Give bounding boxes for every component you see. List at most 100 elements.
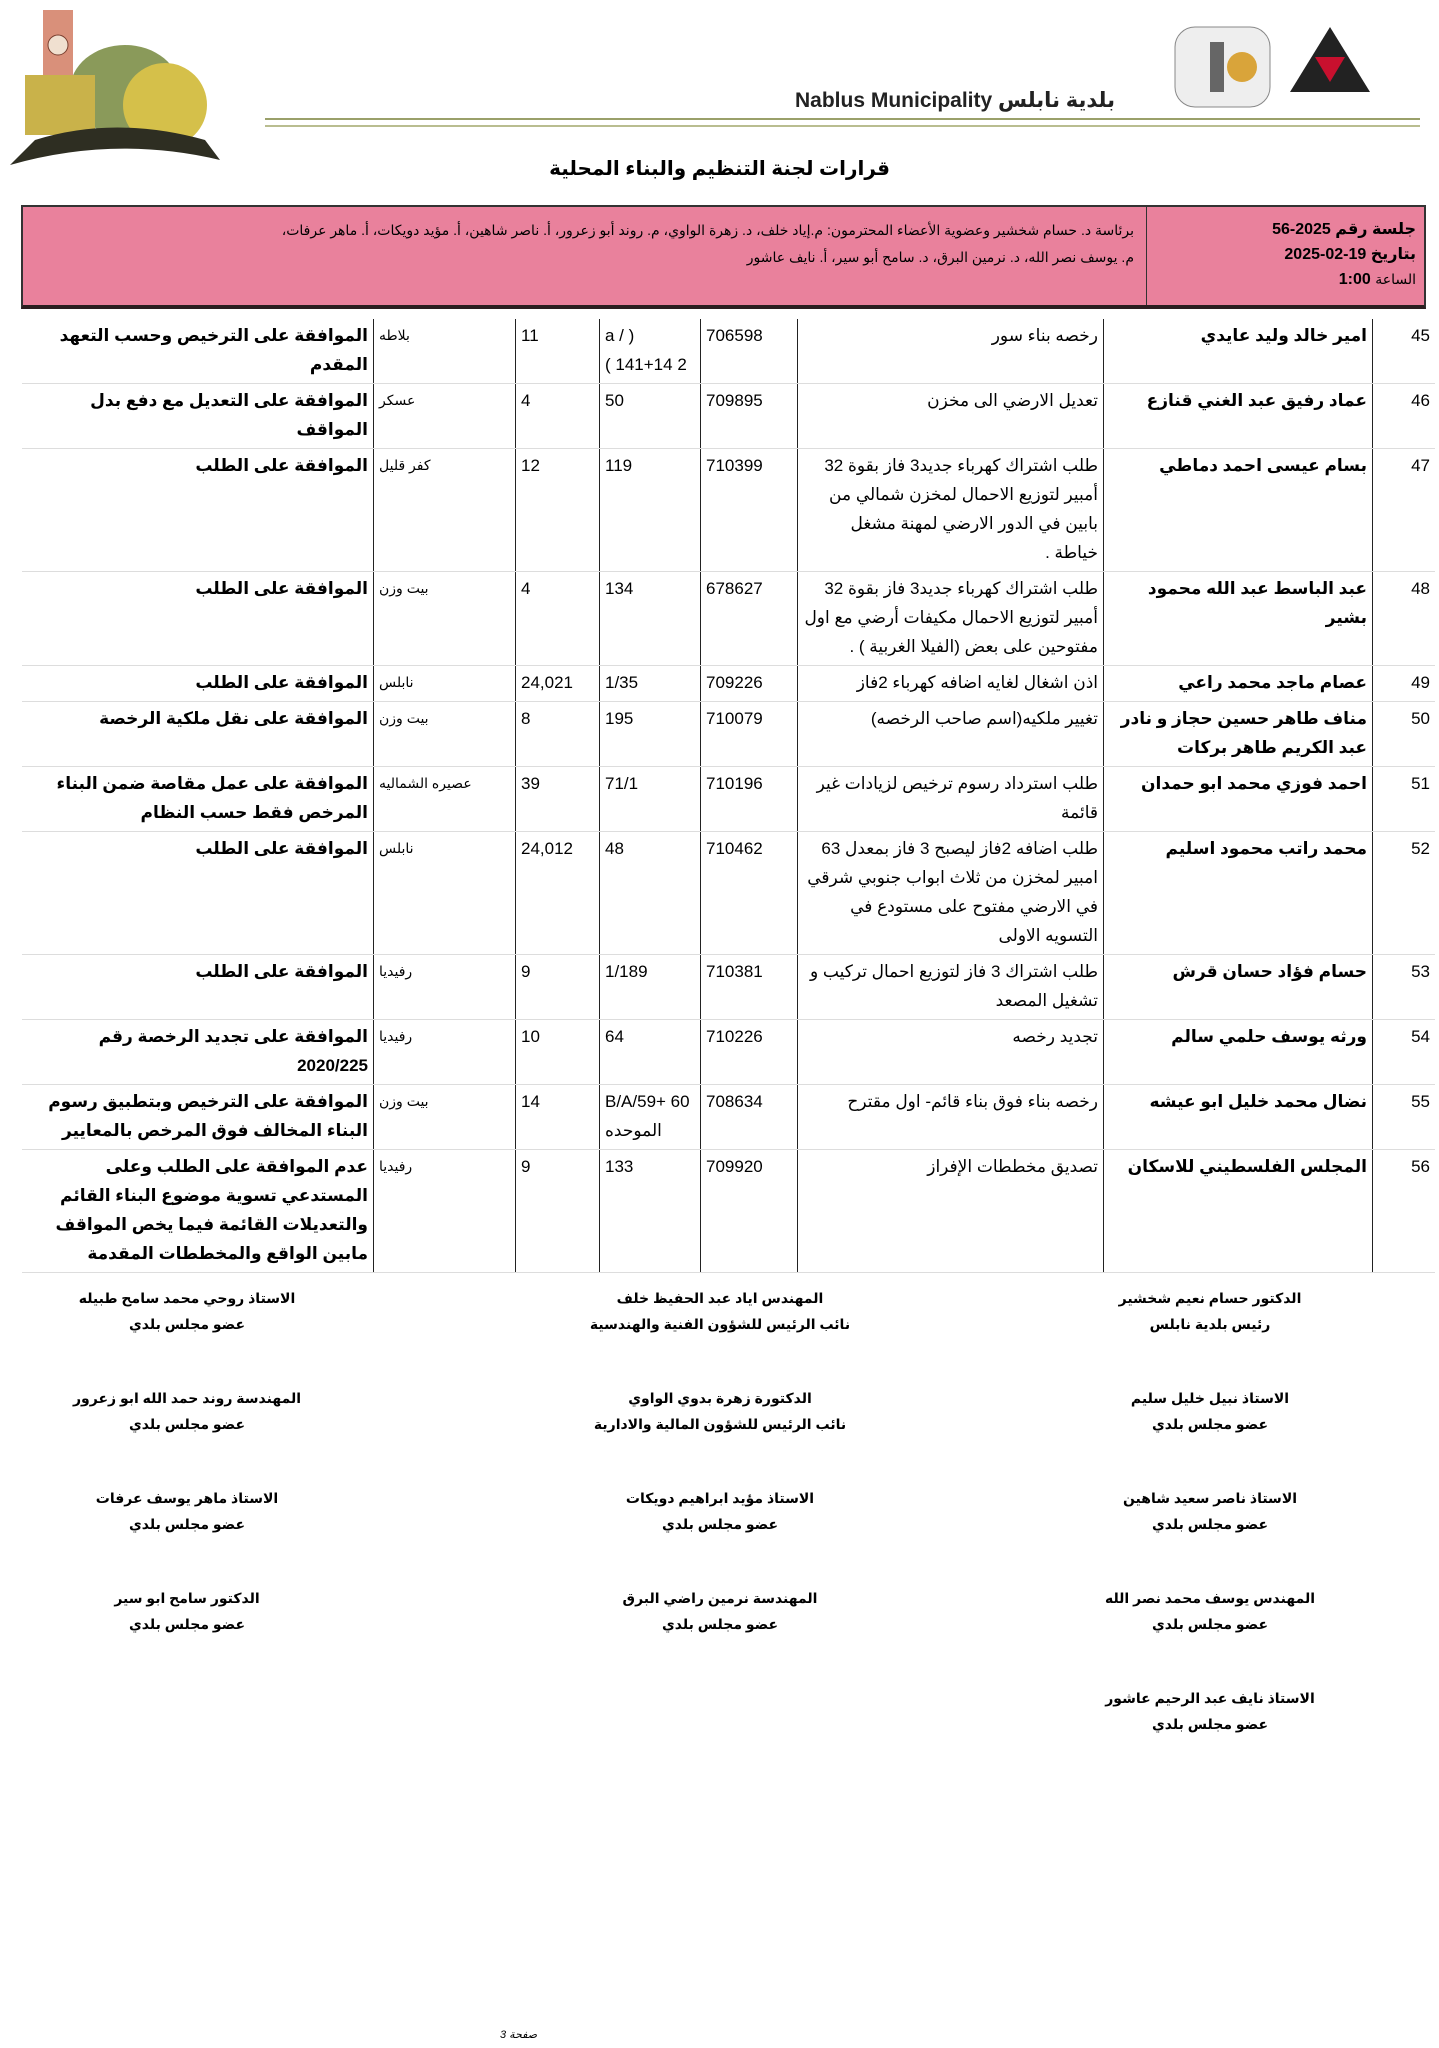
applicant-name: عبد الباسط عبد الله محمود بشير — [1103, 571, 1373, 666]
table-row: 56 المجلس الفلسطيني للاسكان تصديق مخططات ا… — [22, 1149, 1435, 1273]
signatory-role: عضو مجلس بلدي — [128, 1616, 246, 1632]
file-number: 710196 — [700, 766, 798, 832]
row-number: 53 — [1372, 954, 1435, 1020]
brand-text: بلدية نابلس Nablus Municipality — [795, 89, 1115, 112]
row-number: 56 — [1372, 1149, 1435, 1273]
request-description: تغيير ملكيه(اسم صاحب الرخصه) — [797, 701, 1104, 767]
signatory-name: الاستاذ نايف عبد الرحيم عاشور — [1105, 1690, 1315, 1706]
session-info-box: جلسة رقم 2025-56 بتاريخ 19-02-2025 الساع… — [21, 205, 1426, 309]
parcel-number: B/A/59+ 60 الموحده — [599, 1084, 701, 1150]
area-name: بيت وزن — [373, 701, 516, 767]
area-name: رفيديا — [373, 1019, 516, 1085]
decision: الموافقة على الترخيص وحسب التعهد المقدم — [22, 319, 374, 384]
request-description: اذن اشغال لغايه اضافه كهرباء 2فاز — [797, 665, 1104, 702]
decision: الموافقة على الطلب — [22, 448, 374, 572]
session-time: الساعة 1:00 — [1338, 271, 1416, 288]
signature-block: المهندسة نرمين راضي البرق عضو مجلس بلدي — [540, 1585, 900, 1637]
area-name: كفر قليل — [373, 448, 516, 572]
table-row: 54 ورثه يوسف حلمي سالم تجديد رخصه 710226 64 1… — [22, 1019, 1435, 1085]
decision: الموافقة على الطلب — [22, 665, 374, 702]
basin-number: 9 — [515, 954, 600, 1020]
table-row: 51 احمد فوزي محمد ابو حمدان طلب استرداد رس… — [22, 766, 1435, 832]
applicant-name: ورثه يوسف حلمي سالم — [1103, 1019, 1373, 1085]
applicant-name: احمد فوزي محمد ابو حمدان — [1103, 766, 1373, 832]
request-description: تعديل الارضي الى مخزن — [797, 383, 1104, 449]
signatory-name: المهندسة نرمين راضي البرق — [622, 1590, 818, 1606]
row-number: 48 — [1372, 571, 1435, 666]
basin-number: 39 — [515, 766, 600, 832]
table-row: 50 مناف طاهر حسين حجاز و نادر عبد الكريم … — [22, 701, 1435, 767]
decision: الموافقة على الطلب — [22, 571, 374, 666]
file-number: 709895 — [700, 383, 798, 449]
applicant-name: محمد راتب محمود اسليم — [1103, 831, 1373, 955]
area-name: نابلس — [373, 665, 516, 702]
signature-block: المهندس يوسف محمد نصر الله عضو مجلس بلدي — [1030, 1585, 1390, 1637]
area-name: بيت وزن — [373, 571, 516, 666]
decision: الموافقة على عمل مقاصة ضمن البناء المرخص… — [22, 766, 374, 832]
applicant-name: حسام فؤاد حسان قرش — [1103, 954, 1373, 1020]
session-details: جلسة رقم 2025-56 بتاريخ 19-02-2025 الساع… — [1146, 207, 1424, 305]
signatory-role: نائب الرئيس للشؤون المالية والادارية — [593, 1416, 847, 1432]
request-description: طلب اشتراك 3 فاز لتوزيع احمال تركيب و تش… — [797, 954, 1104, 1020]
basin-number: 4 — [515, 383, 600, 449]
file-number: 709920 — [700, 1149, 798, 1273]
signatory-role: عضو مجلس بلدي — [128, 1416, 246, 1432]
parcel-number: 71/1 — [599, 766, 701, 832]
session-number: جلسة رقم 2025-56 — [1272, 221, 1416, 238]
signatory-role: عضو مجلس بلدي — [128, 1516, 246, 1532]
table-row: 53 حسام فؤاد حسان قرش طلب اشتراك 3 فاز لتو… — [22, 954, 1435, 1020]
signature-block: الدكتورة زهرة بدوي الواوي نائب الرئيس للش… — [540, 1385, 900, 1437]
applicant-name: مناف طاهر حسين حجاز و نادر عبد الكريم طا… — [1103, 701, 1373, 767]
signatory-role: عضو مجلس بلدي — [661, 1516, 779, 1532]
decision: الموافقة على الطلب — [22, 954, 374, 1020]
table-row: 45 امير خالد وليد عايدي رخصه بناء سور 70659… — [22, 319, 1435, 384]
signature-block: الدكتور حسام نعيم شخشير رئيس بلدية نابلس — [1030, 1285, 1390, 1337]
page-number: صفحة 3 — [500, 2029, 538, 2041]
signatory-name: الاستاذ ماهر يوسف عرفات — [95, 1490, 279, 1506]
nablus-150-logo — [10, 10, 220, 165]
row-number: 51 — [1372, 766, 1435, 832]
decision: الموافقة على تجديد الرخصة رقم 2020/225 — [22, 1019, 374, 1085]
table-row: 46 عماد رفيق عبد الغني قنازع تعديل الارضي … — [22, 383, 1435, 449]
signatory-role: عضو مجلس بلدي — [1151, 1516, 1269, 1532]
signatory-name: الاستاذ ناصر سعيد شاهين — [1122, 1490, 1298, 1506]
basin-number: 12 — [515, 448, 600, 572]
table-row: 55 نضال محمد خليل ابو عيشه رخصه بناء فوق ب… — [22, 1084, 1435, 1150]
applicant-name: بسام عيسى احمد دماطي — [1103, 448, 1373, 572]
signature-block: الدكتور سامح ابو سير عضو مجلس بلدي — [7, 1585, 367, 1637]
parcel-number: 50 — [599, 383, 701, 449]
applicant-name: عماد رفيق عبد الغني قنازع — [1103, 383, 1373, 449]
table-row: 48 عبد الباسط عبد الله محمود بشير طلب اشتر… — [22, 571, 1435, 666]
area-name: نابلس — [373, 831, 516, 955]
basin-number: 8 — [515, 701, 600, 767]
file-number: 710079 — [700, 701, 798, 767]
row-number: 47 — [1372, 448, 1435, 572]
members-line: م. يوسف نصر الله، د. نرمين البرق، د. سام… — [746, 249, 1134, 265]
request-description: طلب اشتراك كهرباء جديد3 فاز بقوة 32 أمبي… — [797, 448, 1104, 572]
signature-block: الاستاذ نايف عبد الرحيم عاشور عضو مجلس بل… — [1030, 1685, 1390, 1737]
signatory-name: الدكتورة زهرة بدوي الواوي — [628, 1390, 812, 1406]
decision: عدم الموافقة على الطلب وعلى المستدعي تسو… — [22, 1149, 374, 1273]
basin-number: 10 — [515, 1019, 600, 1085]
request-description: رخصه بناء فوق بناء قائم- اول مقترح — [797, 1084, 1104, 1150]
row-number: 45 — [1372, 319, 1435, 384]
decision: الموافقة على التعديل مع دفع بدل المواقف — [22, 383, 374, 449]
parcel-number: 1/189 — [599, 954, 701, 1020]
request-description: طلب اضافه 2فاز ليصبح 3 فاز بمعدل 63 امبي… — [797, 831, 1104, 955]
signature-block: الاستاذ نبيل خليل سليم عضو مجلس بلدي — [1030, 1385, 1390, 1437]
file-number: 709226 — [700, 665, 798, 702]
request-description: تجديد رخصه — [797, 1019, 1104, 1085]
area-name: عسكر — [373, 383, 516, 449]
request-description: طلب اشتراك كهرباء جديد3 فاز بقوة 32 أمبي… — [797, 571, 1104, 666]
signature-block: الاستاذ روحي محمد سامح طبيله عضو مجلس بلد… — [7, 1285, 367, 1337]
row-number: 50 — [1372, 701, 1435, 767]
row-number: 52 — [1372, 831, 1435, 955]
header-divider — [265, 118, 1420, 127]
applicant-name: المجلس الفلسطيني للاسكان — [1103, 1149, 1373, 1273]
signatory-name: الدكتور حسام نعيم شخشير — [1118, 1290, 1302, 1306]
attending-members: برئاسة د. حسام شخشير وعضوية الأعضاء المح… — [23, 207, 1146, 305]
area-name: بيت وزن — [373, 1084, 516, 1150]
row-number: 49 — [1372, 665, 1435, 702]
municipality-emblems — [1174, 26, 1370, 108]
